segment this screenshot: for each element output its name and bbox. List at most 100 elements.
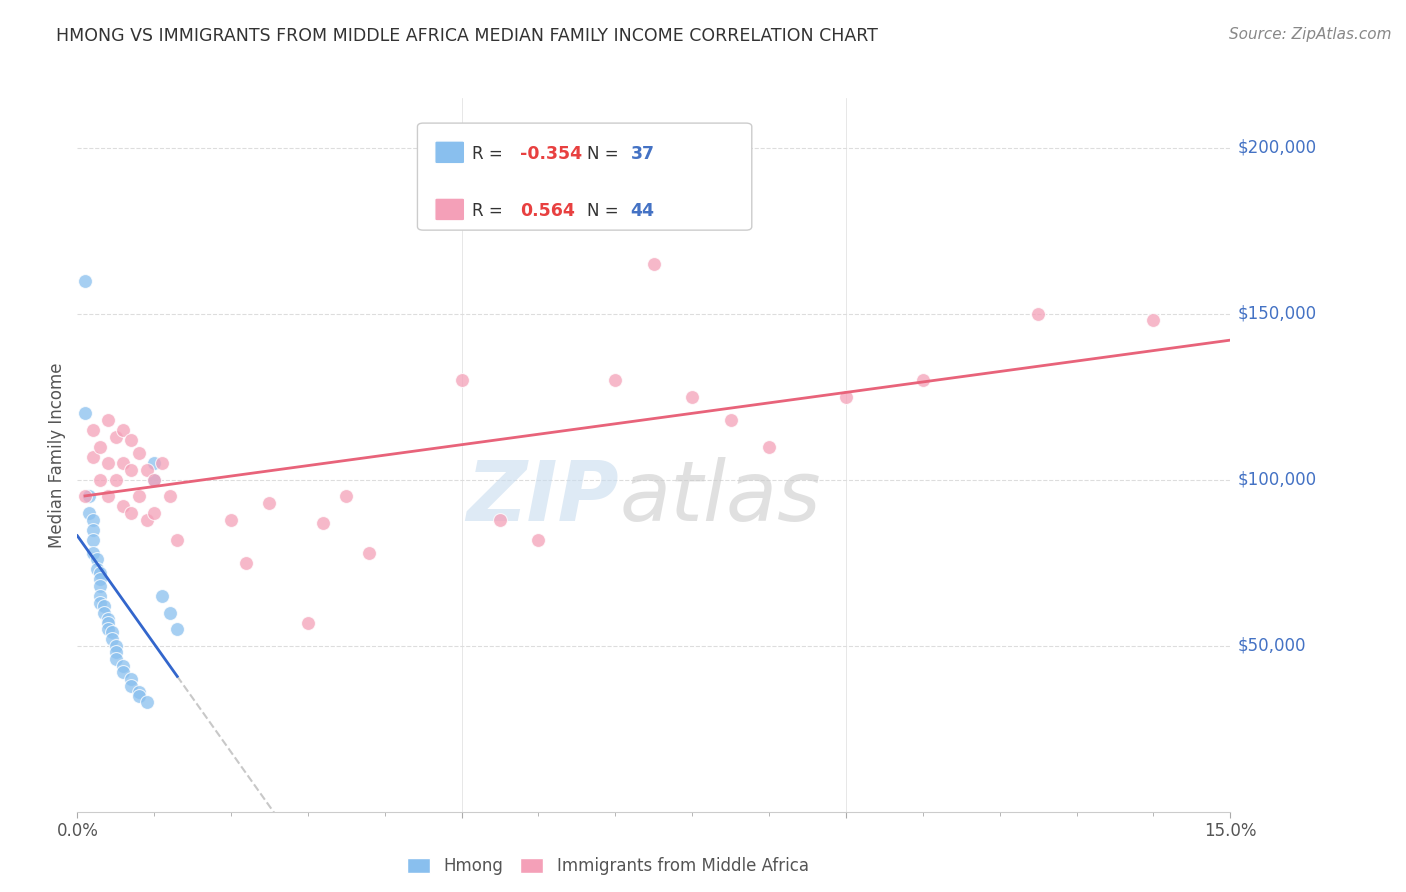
Point	[335, 490, 357, 504]
Point	[112, 423, 135, 437]
Point	[86, 562, 108, 576]
Point	[605, 373, 627, 387]
Point	[82, 523, 104, 537]
Point	[73, 274, 96, 288]
Text: 0.564: 0.564	[520, 202, 575, 219]
Text: -0.354: -0.354	[520, 145, 582, 162]
Point	[128, 490, 150, 504]
Point	[312, 516, 335, 530]
Point	[911, 373, 934, 387]
Point	[82, 513, 104, 527]
Text: $200,000: $200,000	[1237, 139, 1316, 157]
Point	[82, 423, 104, 437]
Point	[235, 556, 257, 570]
FancyBboxPatch shape	[434, 198, 465, 221]
Point	[97, 622, 120, 636]
Point	[259, 496, 281, 510]
Point	[89, 573, 111, 587]
Text: atlas: atlas	[619, 458, 821, 538]
Point	[120, 463, 142, 477]
Point	[681, 390, 703, 404]
FancyBboxPatch shape	[434, 141, 465, 164]
FancyBboxPatch shape	[418, 123, 752, 230]
Point	[135, 513, 157, 527]
Point	[73, 406, 96, 420]
Point	[120, 433, 142, 447]
Point	[112, 665, 135, 680]
Point	[135, 695, 157, 709]
Point	[150, 589, 173, 603]
Point	[89, 596, 111, 610]
Point	[720, 413, 742, 427]
Point	[77, 506, 100, 520]
Text: 44: 44	[631, 202, 655, 219]
Point	[86, 552, 108, 566]
Text: R =: R =	[471, 202, 513, 219]
Point	[128, 446, 150, 460]
Text: $100,000: $100,000	[1237, 471, 1316, 489]
Point	[104, 639, 127, 653]
Point	[297, 615, 319, 630]
Point	[143, 473, 166, 487]
Point	[120, 672, 142, 686]
Point	[143, 506, 166, 520]
Point	[527, 533, 550, 547]
Point	[128, 689, 150, 703]
Text: R =: R =	[471, 145, 508, 162]
Point	[1026, 307, 1049, 321]
Text: $50,000: $50,000	[1237, 637, 1306, 655]
Point	[120, 679, 142, 693]
Point	[97, 413, 120, 427]
Point	[643, 257, 665, 271]
Point	[120, 506, 142, 520]
Point	[93, 606, 115, 620]
Point	[1142, 313, 1164, 327]
Text: N =: N =	[586, 145, 624, 162]
Point	[97, 615, 120, 630]
Point	[219, 513, 242, 527]
Point	[101, 632, 124, 647]
Point	[359, 546, 381, 560]
Point	[112, 500, 135, 514]
Point	[143, 473, 166, 487]
Point	[104, 645, 127, 659]
Point	[82, 450, 104, 464]
Point	[758, 440, 780, 454]
Point	[135, 463, 157, 477]
Text: $150,000: $150,000	[1237, 305, 1316, 323]
Y-axis label: Median Family Income: Median Family Income	[48, 362, 66, 548]
Point	[97, 490, 120, 504]
Point	[89, 579, 111, 593]
Text: HMONG VS IMMIGRANTS FROM MIDDLE AFRICA MEDIAN FAMILY INCOME CORRELATION CHART: HMONG VS IMMIGRANTS FROM MIDDLE AFRICA M…	[56, 27, 879, 45]
Point	[159, 606, 181, 620]
Point	[93, 599, 115, 613]
Point	[82, 533, 104, 547]
Text: ZIP: ZIP	[467, 458, 619, 538]
Point	[128, 685, 150, 699]
Point	[112, 658, 135, 673]
Text: 37: 37	[631, 145, 655, 162]
Point	[450, 373, 472, 387]
Point	[89, 473, 111, 487]
Point	[77, 490, 100, 504]
Point	[166, 533, 188, 547]
Point	[101, 625, 124, 640]
Point	[104, 473, 127, 487]
Point	[73, 490, 96, 504]
Text: N =: N =	[586, 202, 624, 219]
Point	[82, 546, 104, 560]
Point	[159, 490, 181, 504]
Point	[104, 652, 127, 666]
Text: Source: ZipAtlas.com: Source: ZipAtlas.com	[1229, 27, 1392, 42]
Point	[150, 456, 173, 470]
Point	[489, 513, 512, 527]
Point	[97, 456, 120, 470]
Point	[89, 440, 111, 454]
Point	[143, 456, 166, 470]
Point	[89, 589, 111, 603]
Point	[166, 622, 188, 636]
Legend: Hmong, Immigrants from Middle Africa: Hmong, Immigrants from Middle Africa	[401, 851, 815, 882]
Point	[835, 390, 858, 404]
Point	[89, 566, 111, 580]
Point	[104, 430, 127, 444]
